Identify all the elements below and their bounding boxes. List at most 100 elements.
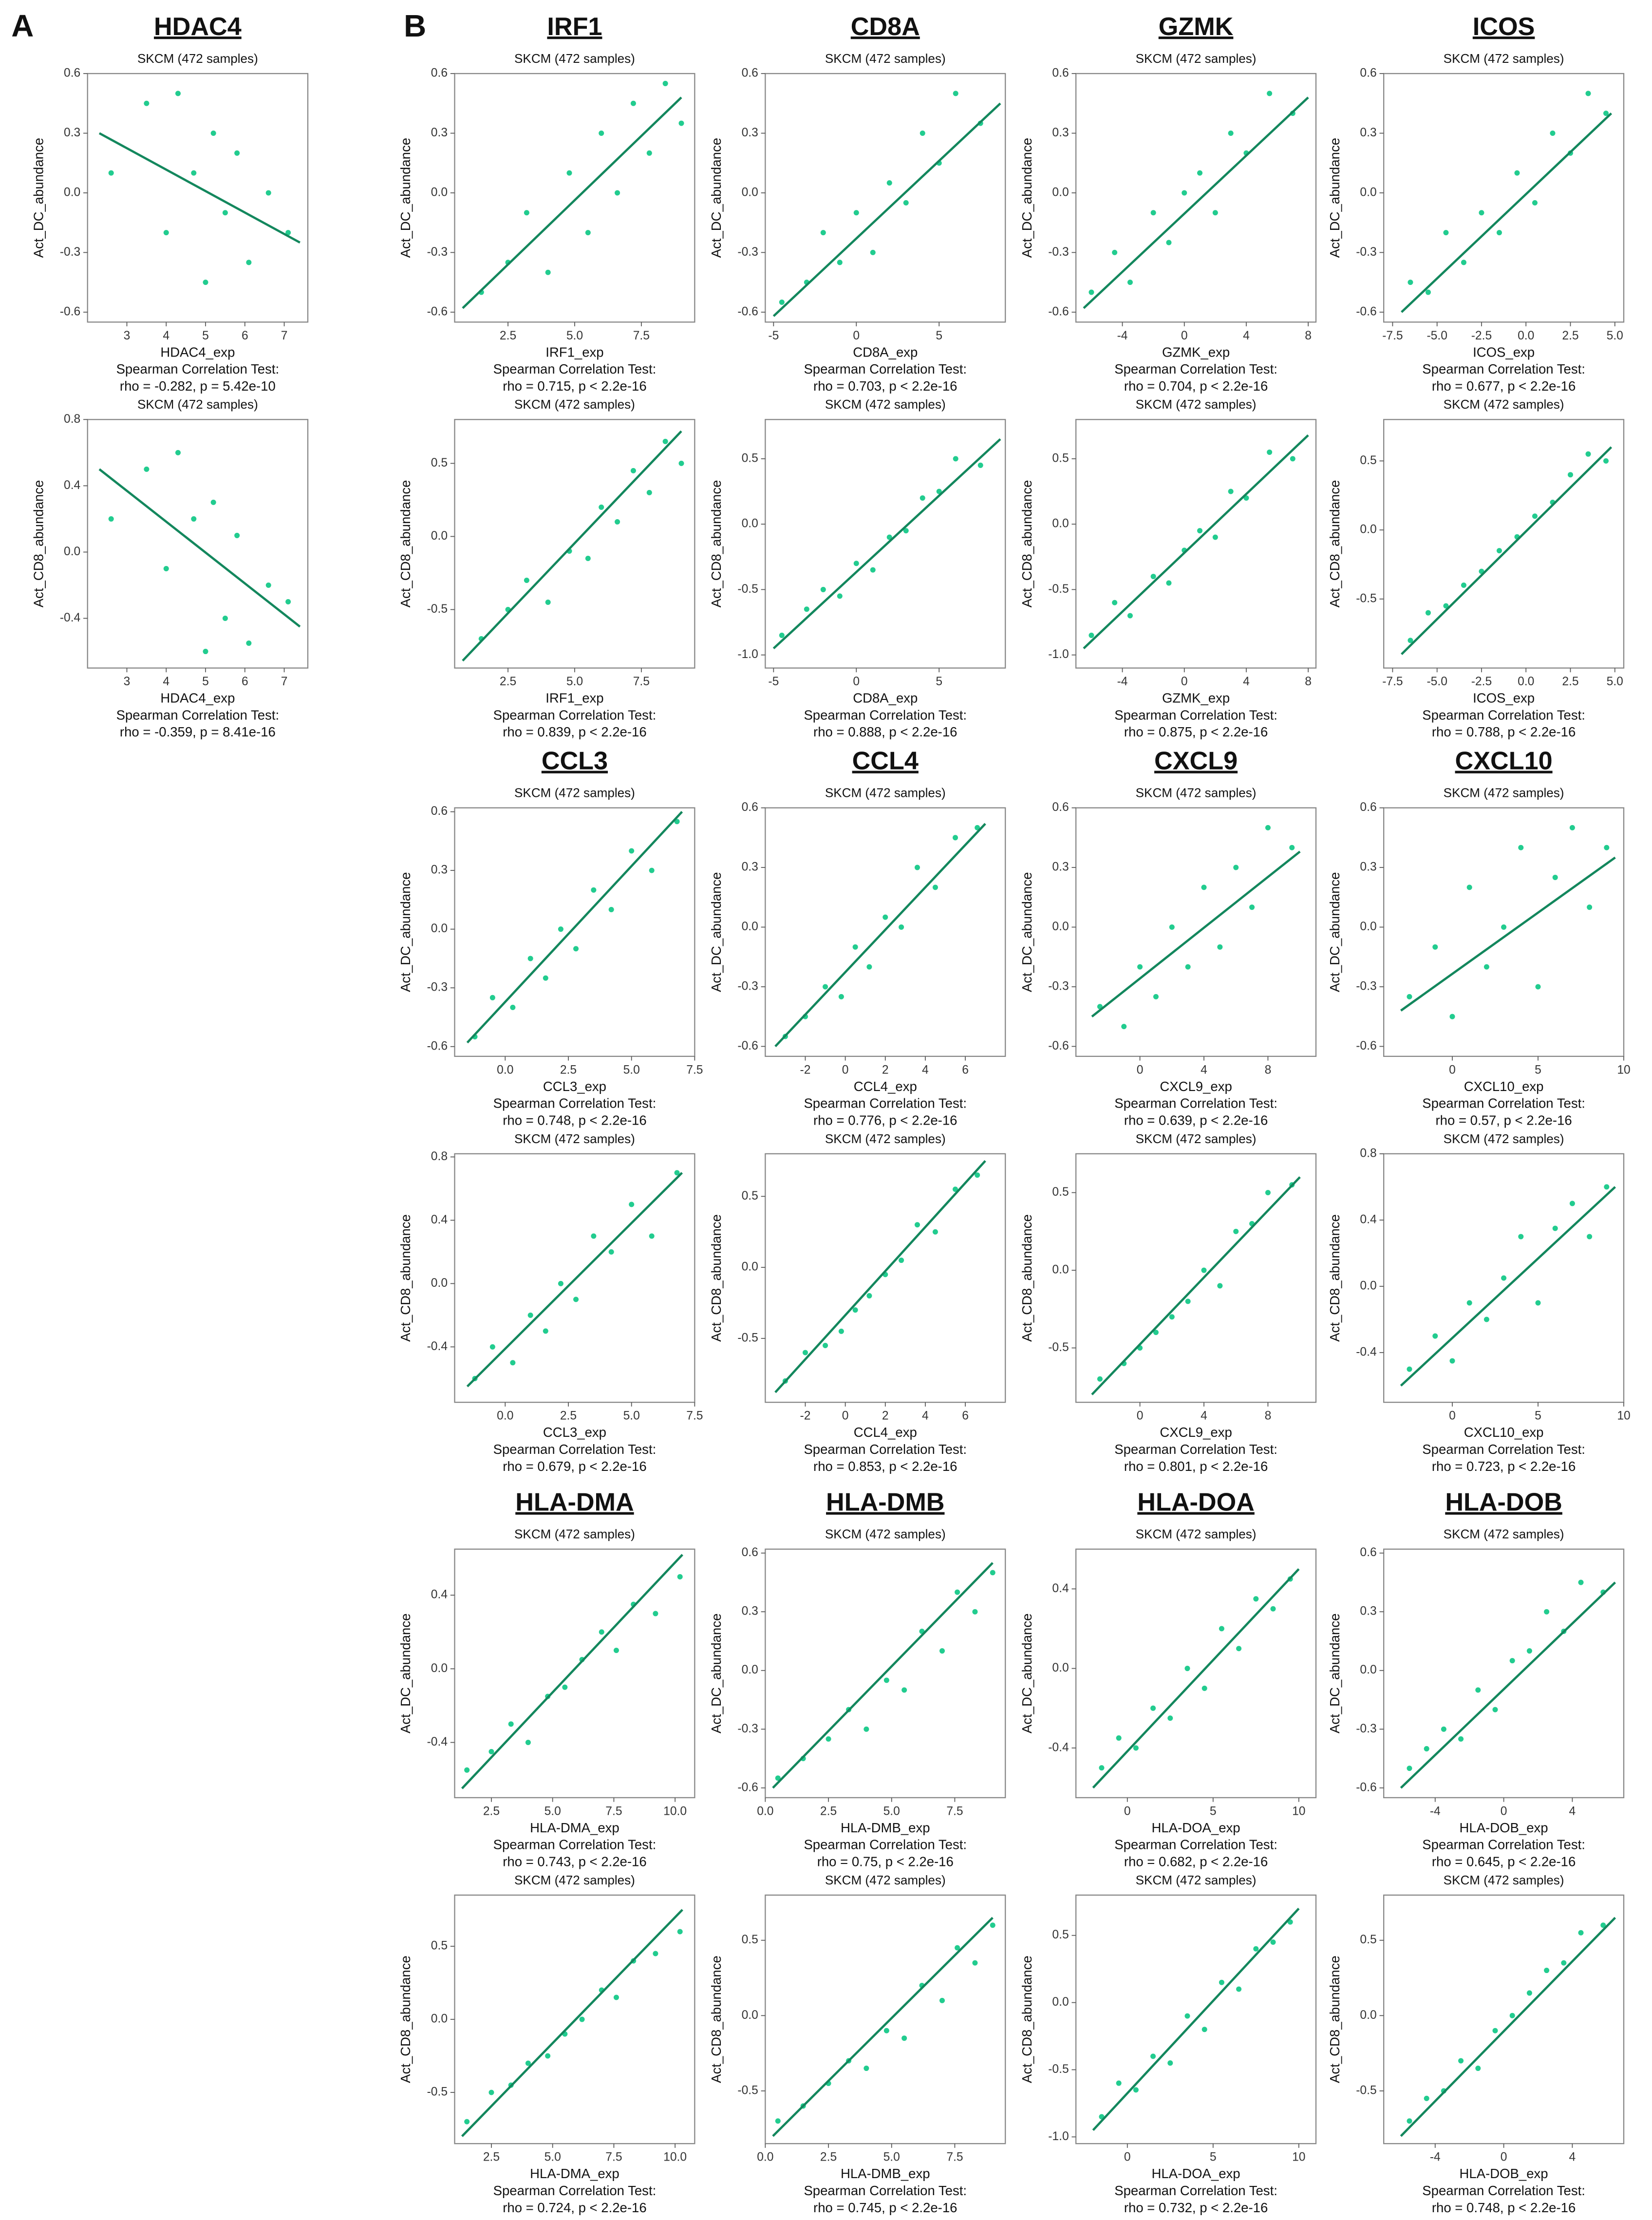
y-tick-label: -0.4 — [427, 1735, 448, 1749]
y-axis-label: Act_CD8_abundance — [1327, 480, 1342, 608]
y-tick-label: 0.0 — [431, 186, 448, 199]
stat-title: Spearman Correlation Test: — [1114, 361, 1277, 376]
stat-title: Spearman Correlation Test: — [1114, 1442, 1277, 1457]
y-tick-label: -0.4 — [427, 1340, 448, 1353]
chart-title: CCL3 — [542, 747, 608, 775]
chart-subtitle: SKCM (472 samples) — [1444, 397, 1564, 412]
x-tick-label: 0 — [1181, 675, 1188, 688]
point — [1270, 1606, 1276, 1612]
y-tick-label: 0.6 — [64, 67, 80, 80]
stat-text: rho = 0.715, p < 2.2e-16 — [503, 378, 646, 394]
point — [1532, 513, 1538, 519]
x-tick-label: 2.5 — [1562, 675, 1578, 688]
stat-text: rho = 0.639, p < 2.2e-16 — [1124, 1112, 1268, 1128]
x-axis-label: HLA-DOB_exp — [1460, 2166, 1548, 2181]
x-axis-label: CD8A_exp — [853, 344, 918, 359]
chart-subtitle: SKCM (472 samples) — [1136, 1527, 1257, 1542]
point — [1153, 1330, 1159, 1336]
chart-subtitle: SKCM (472 samples) — [514, 397, 635, 412]
point — [1150, 574, 1156, 580]
point — [920, 130, 925, 136]
x-tick-label: 0 — [853, 675, 860, 688]
point — [543, 975, 548, 981]
point — [488, 2089, 494, 2095]
point — [1112, 249, 1118, 255]
y-tick-label: 0.0 — [1052, 1263, 1069, 1277]
point — [1236, 1646, 1242, 1652]
stat-text: rho = 0.839, p < 2.2e-16 — [503, 724, 646, 739]
y-tick-label: 0.0 — [1360, 1663, 1376, 1676]
point — [646, 150, 652, 156]
point — [285, 230, 291, 236]
y-tick-label: -0.6 — [60, 305, 80, 318]
chart-subtitle: SKCM (472 samples) — [825, 1873, 946, 1887]
point — [955, 1945, 960, 1951]
y-axis-label: Act_CD8_abundance — [709, 1956, 724, 2083]
y-axis-label: Act_DC_abundance — [1327, 872, 1342, 992]
x-tick-label: -2.5 — [1471, 329, 1492, 342]
trend-line — [1092, 1568, 1300, 1789]
point — [510, 1004, 516, 1010]
point — [1127, 613, 1133, 619]
point — [1501, 924, 1507, 930]
y-tick-label: 0.8 — [1360, 1147, 1376, 1160]
stat-text: rho = -0.282, p = 5.42e-10 — [120, 378, 276, 394]
point — [866, 964, 872, 970]
point — [1441, 1726, 1446, 1732]
stat-text: rho = 0.723, p < 2.2e-16 — [1432, 1459, 1576, 1474]
y-tick-label: -0.4 — [60, 611, 80, 624]
chart-title: HLA-DOB — [1445, 1488, 1562, 1517]
point — [1443, 603, 1449, 609]
y-tick-label: 0.8 — [64, 413, 80, 426]
point — [1185, 964, 1191, 970]
y-tick-label: -0.5 — [1048, 1341, 1069, 1354]
point — [1290, 456, 1295, 462]
x-tick-label: 6 — [962, 1410, 969, 1423]
point — [775, 2118, 781, 2124]
x-tick-label: -4 — [1430, 2151, 1441, 2164]
point — [953, 1186, 958, 1192]
stat-text: rho = 0.57, p < 2.2e-16 — [1436, 1112, 1572, 1128]
y-axis-label: Act_CD8_abundance — [398, 1214, 413, 1342]
y-axis-label: Act_DC_abundance — [1019, 1614, 1034, 1733]
point — [901, 2035, 907, 2041]
point — [953, 91, 958, 96]
x-tick-label: 7.5 — [686, 1063, 703, 1076]
point — [1089, 632, 1094, 638]
point — [1567, 472, 1574, 478]
point — [1219, 1626, 1224, 1632]
point — [175, 91, 181, 96]
point — [629, 1202, 635, 1207]
point — [524, 577, 529, 583]
chart-title: GZMK — [1159, 13, 1234, 41]
x-tick-label: 3 — [124, 329, 131, 342]
point — [901, 1687, 907, 1693]
y-tick-label: -0.5 — [1356, 2084, 1376, 2097]
point — [1127, 280, 1133, 285]
point — [234, 150, 240, 156]
x-tick-label: 5.0 — [883, 1805, 900, 1818]
x-tick-label: 6 — [242, 675, 248, 688]
y-tick-label: 0.6 — [1052, 801, 1069, 814]
point — [585, 230, 591, 236]
x-tick-label: 8 — [1305, 329, 1312, 342]
stat-title: Spearman Correlation Test: — [1114, 2183, 1277, 2198]
point — [1483, 1317, 1489, 1322]
stat-text: rho = 0.853, p < 2.2e-16 — [813, 1459, 957, 1474]
stat-title: Spearman Correlation Test: — [804, 707, 967, 722]
y-tick-label: -0.6 — [427, 305, 448, 318]
y-tick-label: 0.3 — [1052, 861, 1069, 874]
point — [1270, 1939, 1276, 1945]
point — [1424, 1746, 1429, 1751]
y-tick-label: -0.3 — [737, 979, 758, 993]
chart-title: HLA-DMA — [515, 1488, 634, 1517]
y-tick-label: 0.0 — [431, 1662, 448, 1675]
y-axis-label: Act_CD8_abundance — [1019, 480, 1034, 608]
y-tick-label: 0.0 — [742, 1261, 758, 1274]
stat-title: Spearman Correlation Test: — [493, 1837, 657, 1852]
stat-text: rho = 0.724, p < 2.2e-16 — [503, 2200, 646, 2215]
chart-title: CXCL10 — [1455, 747, 1553, 775]
x-tick-label: 2.5 — [483, 1805, 500, 1818]
stat-title: Spearman Correlation Test: — [1422, 1442, 1585, 1457]
y-tick-label: -0.6 — [1356, 1781, 1376, 1794]
